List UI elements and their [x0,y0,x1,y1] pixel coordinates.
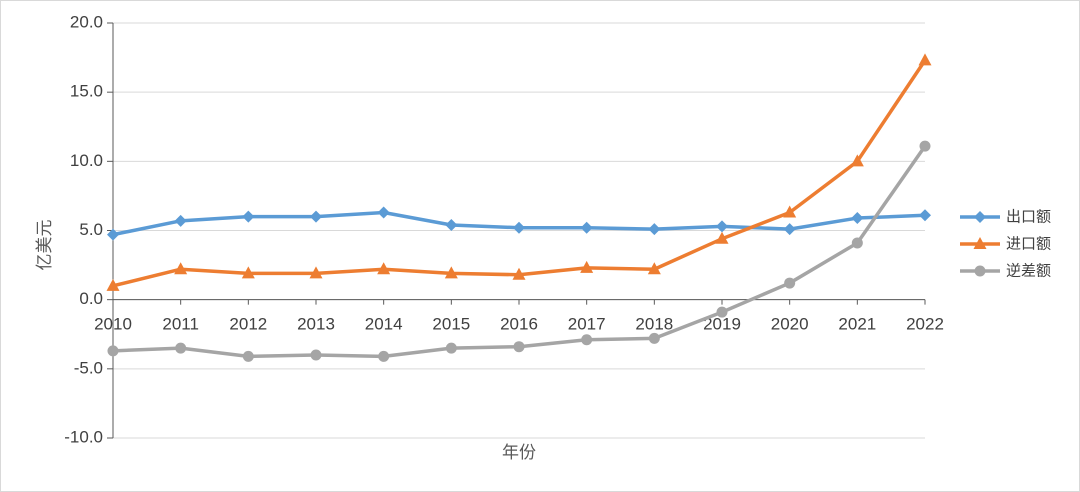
legend-item: 逆差额 [960,262,1051,280]
data-point [174,214,187,227]
x-tick-label: 2018 [635,315,673,334]
data-point [513,341,525,353]
data-point [174,262,188,275]
data-point [242,210,255,223]
data-point [716,306,728,318]
data-point [107,345,119,357]
y-tick-labels: 20.0 15.0 10.0 5.0 0.0 -5.0 -10.0 [64,12,103,446]
data-point [783,205,797,218]
x-tick-label: 2011 [162,315,199,334]
data-point [851,237,863,249]
x-tick-label: 2022 [906,315,944,334]
y-tick-label: 15.0 [70,82,103,101]
data-point [377,206,390,219]
legend-label: 进口额 [1006,235,1051,253]
y-tick-label: 20.0 [70,12,103,31]
data-point [175,342,187,354]
data-point [783,223,796,236]
data-point [378,350,390,362]
series-0 [107,206,931,241]
data-point [242,350,254,362]
data-point [647,262,661,275]
data-point [310,349,322,361]
data-point [445,218,458,231]
data-point [715,231,729,244]
legend-label: 逆差额 [1006,262,1051,280]
data-point [648,223,661,236]
x-tick-label: 2021 [838,315,876,334]
y-tick-label: 10.0 [70,151,103,170]
data-point [309,266,323,279]
data-point [107,228,119,241]
series-line [111,58,927,288]
data-point [851,212,864,225]
x-tick-label: 2016 [500,315,538,334]
data-point [918,53,932,66]
x-tick-label: 2012 [229,315,267,334]
data-point [581,334,593,346]
data-point [241,266,255,279]
y-axis-title: 亿美元 [35,220,55,271]
series-2 [107,140,931,362]
x-axis-title: 年份 [502,443,536,463]
y-tick-label: 5.0 [79,220,103,239]
legend-swatch-marker [974,211,986,223]
y-tick-label: -5.0 [74,358,103,377]
x-tick-label: 2015 [432,315,470,334]
legend-swatch-marker [973,237,987,249]
series-group [106,53,932,362]
legend-swatch-marker [974,265,986,277]
legend-item: 出口额 [960,208,1051,226]
data-point [513,221,525,234]
x-tick-label: 2019 [703,315,741,334]
data-point [919,209,931,222]
data-point [648,332,660,344]
data-point [580,221,593,234]
x-tick-label: 2017 [568,315,606,334]
series-1 [106,53,932,291]
data-point [919,140,931,152]
data-point [716,220,728,233]
y-tick-label: 0.0 [79,289,103,308]
data-point [850,154,864,167]
x-tick-label: 2013 [297,315,335,334]
data-point [784,277,796,289]
data-point [377,262,391,275]
data-point [310,210,322,223]
data-point [444,266,458,279]
legend-item: 进口额 [960,235,1051,253]
data-point [580,260,594,273]
data-point [106,278,120,291]
data-point [512,267,526,280]
legend-label: 出口额 [1006,208,1051,226]
y-tick-label: -10.0 [64,427,103,446]
x-tick-label: 2020 [771,315,809,334]
x-tick-labels: 2010 2011 2012 2013 2014 2015 2016 2017 2018 2019… [94,315,944,334]
x-tick-label: 2010 [94,315,132,334]
x-tick-label: 2014 [365,315,403,334]
data-point [445,342,457,354]
